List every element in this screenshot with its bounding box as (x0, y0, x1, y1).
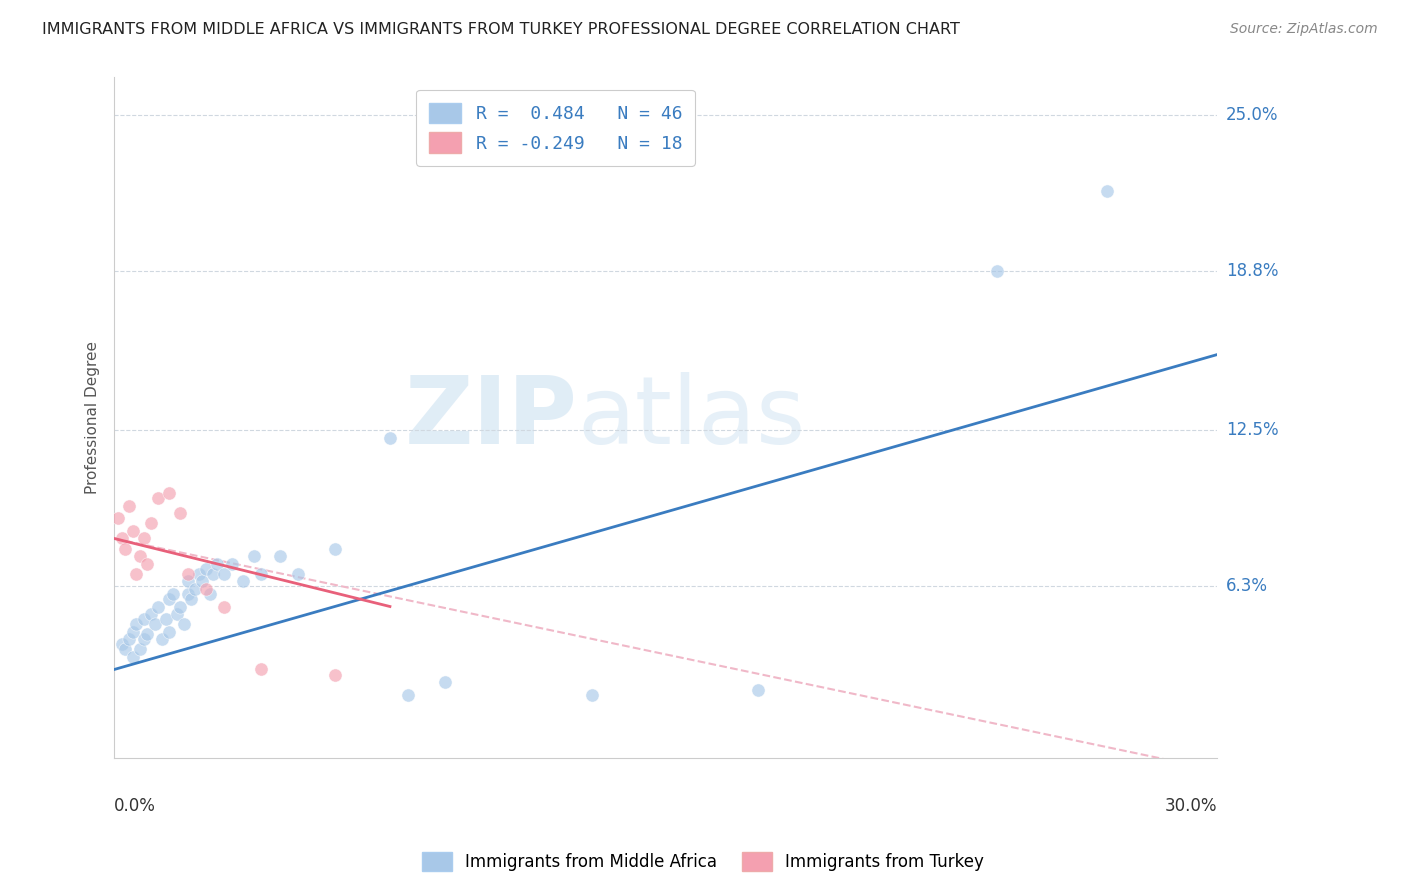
Point (250, 663, 273, 677)
Point (269, 549, 291, 563)
Point (157, 624, 180, 639)
Point (148, 599, 170, 614)
Point (250, 566, 273, 581)
Point (198, 587, 221, 601)
Point (110, 532, 132, 546)
Point (162, 587, 184, 601)
Point (121, 524, 143, 538)
Point (180, 591, 202, 606)
Point (184, 582, 207, 596)
Point (581, 688, 603, 702)
Text: IMMIGRANTS FROM MIDDLE AFRICA VS IMMIGRANTS FROM TURKEY PROFESSIONAL DEGREE CORR: IMMIGRANTS FROM MIDDLE AFRICA VS IMMIGRA… (42, 22, 960, 37)
Point (323, 541, 346, 556)
Point (157, 591, 180, 606)
Point (148, 491, 170, 505)
Legend: R =  0.484   N = 46, R = -0.249   N = 18: R = 0.484 N = 46, R = -0.249 N = 18 (416, 90, 695, 166)
Point (177, 587, 200, 601)
Point (129, 642, 152, 657)
Point (434, 675, 457, 690)
Point (118, 632, 141, 647)
Point (118, 499, 141, 513)
Point (323, 667, 346, 681)
Point (187, 566, 209, 581)
Point (136, 557, 159, 571)
Point (132, 632, 155, 647)
Point (986, 264, 1008, 278)
Point (121, 624, 143, 639)
Text: 25.0%: 25.0% (1226, 106, 1278, 124)
Point (139, 516, 162, 531)
Text: 12.5%: 12.5% (1226, 421, 1278, 439)
Y-axis label: Professional Degree: Professional Degree (86, 341, 100, 494)
Point (287, 566, 309, 581)
Point (214, 599, 236, 614)
Point (221, 557, 243, 571)
Text: atlas: atlas (578, 372, 806, 464)
Point (396, 688, 419, 702)
Text: ZIP: ZIP (405, 372, 578, 464)
Point (132, 532, 155, 546)
Point (139, 607, 162, 621)
Point (121, 649, 143, 664)
Point (114, 541, 136, 556)
Point (177, 566, 200, 581)
Legend: Immigrants from Middle Africa, Immigrants from Turkey: Immigrants from Middle Africa, Immigrant… (413, 843, 993, 880)
Point (195, 582, 218, 596)
Point (214, 566, 236, 581)
Point (169, 599, 191, 614)
Point (107, 511, 129, 525)
Point (157, 486, 180, 500)
Point (195, 562, 218, 576)
Point (150, 632, 173, 647)
Text: 30.0%: 30.0% (1164, 797, 1218, 814)
Point (143, 617, 166, 632)
Point (125, 617, 148, 632)
Point (232, 574, 254, 589)
Point (169, 506, 191, 520)
Point (166, 607, 188, 621)
Point (177, 574, 200, 589)
Point (205, 557, 228, 571)
Point (1095, 184, 1118, 198)
Point (110, 637, 132, 651)
Point (114, 642, 136, 657)
Point (155, 612, 177, 626)
Point (129, 549, 152, 563)
Point (747, 682, 769, 697)
Point (136, 627, 159, 641)
Text: 0.0%: 0.0% (114, 797, 156, 814)
Point (125, 566, 148, 581)
Point (191, 574, 214, 589)
Point (202, 566, 225, 581)
Point (378, 431, 401, 445)
Point (173, 617, 195, 632)
Text: 6.3%: 6.3% (1226, 577, 1268, 595)
Text: Source: ZipAtlas.com: Source: ZipAtlas.com (1230, 22, 1378, 37)
Text: 18.8%: 18.8% (1226, 262, 1278, 280)
Point (243, 549, 266, 563)
Point (132, 612, 155, 626)
